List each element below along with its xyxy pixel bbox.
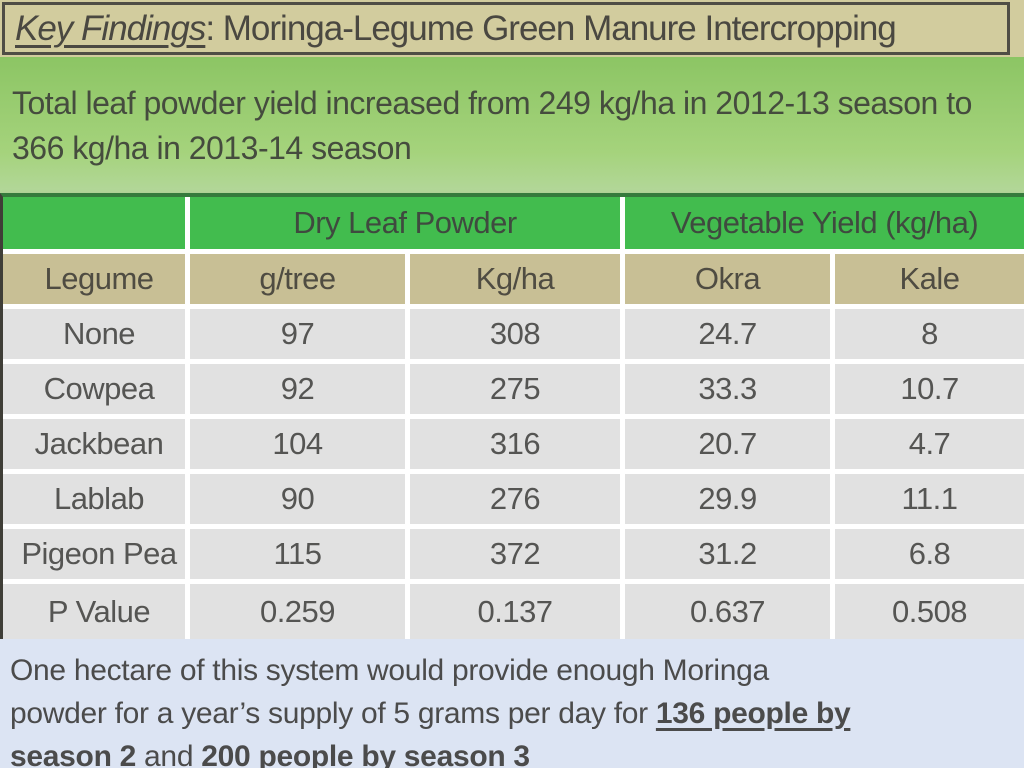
title-rest: : Moringa-Legume Green Manure Intercropp… — [205, 8, 896, 48]
group-header-vegetable-yield: Vegetable Yield (kg/ha) — [625, 197, 1024, 254]
cell: 6.8 — [835, 529, 1024, 584]
cell: 115 — [190, 529, 410, 584]
cell: 90 — [190, 474, 410, 529]
row-label: Pigeon Pea — [3, 529, 190, 584]
footer-highlight: 200 people by season 3 — [201, 740, 530, 768]
column-header-legume: Legume — [3, 254, 190, 309]
cell: 8 — [835, 309, 1024, 364]
cell: 4.7 — [835, 419, 1024, 474]
table-row: Cowpea 92 275 33.3 10.7 — [3, 364, 1024, 419]
group-header-dry-leaf-powder: Dry Leaf Powder — [190, 197, 626, 254]
cell: 29.9 — [625, 474, 836, 529]
column-header-g-tree: g/tree — [190, 254, 410, 309]
cell: 97 — [190, 309, 410, 364]
page-title: Key Findings: Moringa-Legume Green Manur… — [2, 2, 1010, 55]
title-emphasis: Key Findings — [15, 8, 206, 48]
footer-note: One hectare of this system would provide… — [0, 639, 1024, 768]
cell: 0.637 — [625, 584, 836, 639]
row-label: Jackbean — [3, 419, 190, 474]
cell: 308 — [410, 309, 626, 364]
cell: 0.259 — [190, 584, 410, 639]
group-header-row: Dry Leaf Powder Vegetable Yield (kg/ha) — [3, 197, 1024, 254]
cell: 275 — [410, 364, 626, 419]
footer-highlight: season 2 — [10, 740, 137, 768]
callout-text: Total leaf powder yield increased from 2… — [12, 85, 972, 166]
footer-text: One hectare of this system would provide… — [10, 654, 769, 687]
table-row: P Value 0.259 0.137 0.637 0.508 — [3, 584, 1024, 639]
cell: 0.137 — [410, 584, 626, 639]
table-row: Lablab 90 276 29.9 11.1 — [3, 474, 1024, 529]
footer-highlight: 136 people by — [655, 697, 851, 730]
cell: 24.7 — [625, 309, 836, 364]
cell: 31.2 — [625, 529, 836, 584]
footer-line: powder for a year’s supply of 5 grams pe… — [10, 692, 1024, 735]
column-header-row: Legume g/tree Kg/ha Okra Kale — [3, 254, 1024, 309]
cell: 276 — [410, 474, 626, 529]
cell: 20.7 — [625, 419, 836, 474]
row-label: Cowpea — [3, 364, 190, 419]
footer-line: season 2 and 200 people by season 3 — [10, 735, 1024, 768]
column-header-kg-ha: Kg/ha — [410, 254, 626, 309]
results-table: Dry Leaf Powder Vegetable Yield (kg/ha) … — [0, 193, 1024, 639]
table-row: Pigeon Pea 115 372 31.2 6.8 — [3, 529, 1024, 584]
row-label: Lablab — [3, 474, 190, 529]
row-label: None — [3, 309, 190, 364]
cell: 33.3 — [625, 364, 836, 419]
cell: 10.7 — [835, 364, 1024, 419]
row-label: P Value — [3, 584, 190, 639]
cell: 11.1 — [835, 474, 1024, 529]
footer-text: powder for a year’s supply of 5 grams pe… — [10, 697, 656, 730]
footer-text: and — [136, 740, 202, 768]
footer-line: One hectare of this system would provide… — [10, 649, 1024, 692]
cell: 316 — [410, 419, 626, 474]
key-finding-callout: Total leaf powder yield increased from 2… — [0, 57, 1024, 193]
table-row: None 97 308 24.7 8 — [3, 309, 1024, 364]
cell: 104 — [190, 419, 410, 474]
column-header-okra: Okra — [625, 254, 836, 309]
column-header-kale: Kale — [835, 254, 1024, 309]
cell: 372 — [410, 529, 626, 584]
title-bar: Key Findings: Moringa-Legume Green Manur… — [0, 0, 1024, 57]
cell: 0.508 — [835, 584, 1024, 639]
group-header-spacer — [3, 197, 190, 254]
table-row: Jackbean 104 316 20.7 4.7 — [3, 419, 1024, 474]
cell: 92 — [190, 364, 410, 419]
